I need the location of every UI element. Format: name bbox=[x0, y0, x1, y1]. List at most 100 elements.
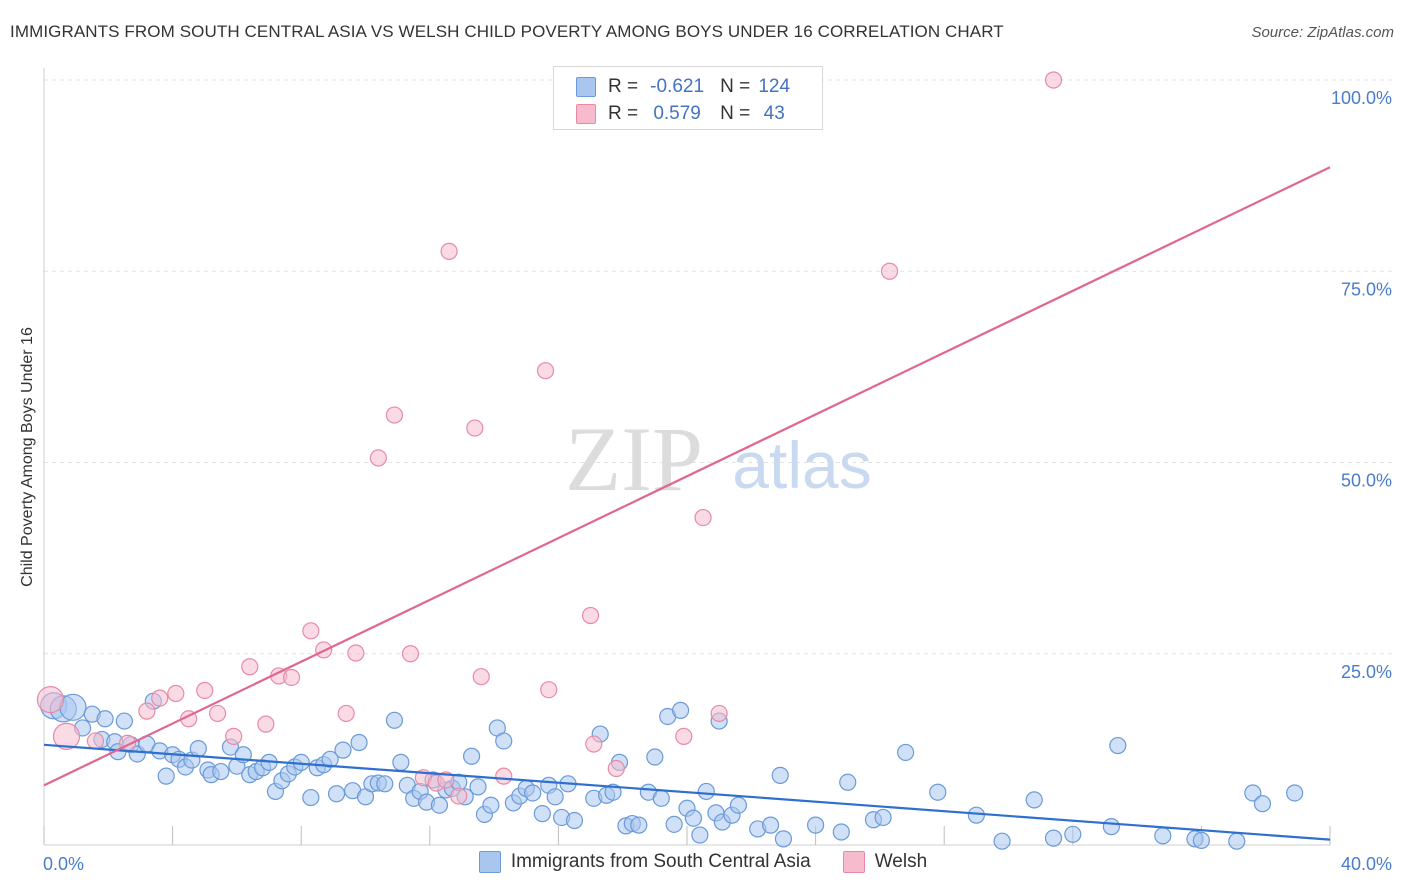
immigrants-point bbox=[839, 773, 857, 791]
legend-swatch-immigrants bbox=[576, 77, 596, 97]
immigrants-point bbox=[929, 783, 947, 801]
welsh-point bbox=[675, 727, 693, 745]
welsh-point bbox=[440, 242, 458, 260]
tick-labels: 25.0% 50.0% 75.0% 100.0% 0.0% 40.0% bbox=[43, 88, 1392, 874]
immigrants-point bbox=[665, 815, 683, 833]
immigrants-point bbox=[462, 747, 481, 765]
welsh-point bbox=[540, 681, 558, 699]
welsh-point bbox=[437, 771, 455, 789]
immigrants-point bbox=[96, 710, 114, 728]
immigrants-point bbox=[1244, 784, 1262, 802]
legend-n-value: 124 bbox=[758, 76, 791, 97]
immigrants-point bbox=[1102, 818, 1120, 836]
immigrants-point bbox=[691, 826, 709, 844]
welsh-point bbox=[167, 684, 185, 703]
immigrants-point bbox=[771, 766, 789, 784]
immigrants-point bbox=[565, 811, 584, 830]
welsh-point bbox=[241, 658, 259, 676]
immigrants-point bbox=[1286, 784, 1304, 802]
x-tick-label: 0.0% bbox=[43, 854, 84, 874]
immigrants-point bbox=[533, 805, 551, 823]
chart-title: IMMIGRANTS FROM SOUTH CENTRAL ASIA VS WE… bbox=[10, 22, 1004, 41]
immigrants-point bbox=[546, 788, 564, 806]
immigrants-point bbox=[1025, 791, 1043, 809]
welsh-point bbox=[225, 727, 243, 745]
welsh-point bbox=[337, 704, 355, 723]
immigrants-point bbox=[1154, 827, 1172, 845]
welsh-point bbox=[138, 702, 156, 720]
legend-r-label: R = bbox=[608, 76, 639, 97]
immigrants-point bbox=[967, 806, 985, 824]
welsh-point bbox=[880, 262, 899, 280]
immigrants-point bbox=[652, 789, 670, 807]
legend-r-value: 0.579 bbox=[653, 103, 701, 124]
source-credit: Source: ZipAtlas.com bbox=[1251, 24, 1394, 41]
trendlines bbox=[43, 166, 1331, 841]
immigrants-point bbox=[334, 741, 352, 759]
immigrants-point bbox=[321, 750, 339, 768]
immigrants-point bbox=[495, 732, 513, 750]
immigrants-point bbox=[761, 816, 780, 834]
series-welsh-points bbox=[36, 71, 1063, 805]
trendline-immigrants bbox=[43, 743, 1331, 841]
legend-label-welsh: Welsh bbox=[874, 851, 928, 872]
legend-swatch-welsh bbox=[842, 851, 865, 873]
immigrants-point bbox=[115, 712, 133, 730]
legend-row-welsh: R = 0.579 N = 43 bbox=[554, 100, 798, 128]
immigrants-point bbox=[874, 808, 892, 827]
immigrants-point bbox=[1044, 829, 1063, 847]
x-tick-label: 40.0% bbox=[1341, 854, 1392, 874]
immigrants-point bbox=[897, 743, 915, 762]
welsh-point bbox=[710, 704, 728, 723]
watermark-atlas: atlas bbox=[732, 428, 871, 502]
legend-row-immigrants: R = -0.621 N = 124 bbox=[554, 73, 798, 101]
immigrants-point bbox=[212, 762, 230, 781]
legend-item-welsh: Welsh bbox=[842, 851, 928, 873]
immigrants-point bbox=[524, 784, 542, 802]
immigrants-point bbox=[482, 796, 500, 814]
welsh-point bbox=[401, 645, 420, 663]
welsh-point bbox=[196, 681, 214, 700]
welsh-point bbox=[36, 686, 65, 714]
immigrants-point bbox=[671, 701, 690, 719]
legend-n-value: 43 bbox=[763, 103, 785, 124]
welsh-point bbox=[86, 732, 105, 750]
immigrants-point bbox=[1192, 831, 1211, 850]
series-legend: Immigrants from South Central Asia Welsh bbox=[0, 851, 1406, 873]
immigrants-point bbox=[302, 788, 320, 807]
immigrants-point bbox=[350, 733, 368, 752]
immigrants-point bbox=[646, 748, 664, 766]
immigrants-point bbox=[774, 830, 793, 848]
welsh-point bbox=[466, 419, 484, 437]
immigrants-point bbox=[1253, 795, 1272, 813]
y-tick-label: 100.0% bbox=[1331, 88, 1392, 108]
welsh-point bbox=[347, 644, 365, 662]
welsh-point bbox=[694, 508, 712, 527]
welsh-point bbox=[472, 668, 490, 686]
immigrants-point bbox=[1064, 825, 1082, 843]
legend-item-immigrants: Immigrants from South Central Asia bbox=[478, 851, 811, 873]
immigrants-point bbox=[1228, 832, 1246, 850]
immigrants-point bbox=[806, 816, 825, 834]
legend-swatch-welsh bbox=[576, 104, 596, 124]
immigrants-point bbox=[385, 711, 404, 729]
watermark-zip: ZIP bbox=[565, 408, 703, 510]
welsh-point bbox=[209, 704, 227, 723]
legend-label-immigrants: Immigrants from South Central Asia bbox=[510, 851, 811, 872]
immigrants-point bbox=[684, 809, 703, 827]
welsh-point bbox=[385, 406, 404, 424]
immigrants-point bbox=[327, 785, 346, 803]
trendline-welsh bbox=[43, 166, 1331, 787]
y-tick-label: 50.0% bbox=[1341, 471, 1392, 491]
legend-swatch-immigrants bbox=[478, 851, 501, 873]
immigrants-point bbox=[376, 775, 394, 793]
welsh-point bbox=[302, 622, 320, 640]
welsh-point bbox=[450, 787, 468, 805]
immigrants-point bbox=[392, 753, 410, 771]
welsh-point bbox=[581, 606, 600, 625]
welsh-point bbox=[257, 715, 275, 733]
welsh-point bbox=[1044, 71, 1063, 89]
immigrants-point bbox=[630, 816, 648, 834]
welsh-point bbox=[585, 735, 603, 753]
